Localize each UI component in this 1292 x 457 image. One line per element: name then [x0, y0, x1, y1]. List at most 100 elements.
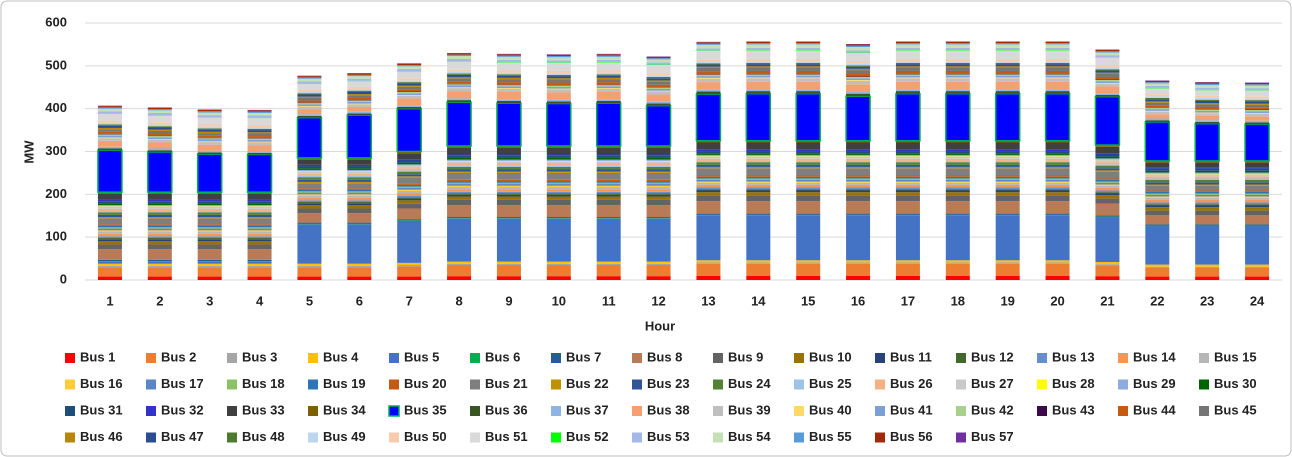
legend-swatch	[65, 353, 75, 363]
bar-segment	[846, 63, 871, 66]
bar-segment	[1195, 170, 1220, 173]
bar-segment	[746, 178, 771, 180]
bar-segment	[447, 53, 472, 55]
bar-segment	[147, 276, 172, 280]
bar-segment	[1195, 215, 1220, 225]
bar-segment	[197, 239, 222, 242]
bar-segment	[397, 85, 422, 87]
bar-segment	[846, 76, 871, 79]
bar-segment	[447, 154, 472, 156]
bar-segment	[746, 263, 771, 276]
bar-segment	[297, 205, 322, 209]
bar-segment	[347, 91, 372, 95]
bar-segment	[646, 199, 671, 206]
bar-segment	[1195, 120, 1220, 122]
bar-segment	[1095, 67, 1120, 70]
legend-swatch	[146, 379, 156, 390]
bar-segment	[297, 104, 322, 107]
bar-segment	[1045, 43, 1070, 45]
legend-swatch	[1118, 406, 1128, 416]
bar-segment	[347, 189, 372, 192]
bar-segment	[696, 43, 721, 45]
bar-segment	[546, 189, 571, 192]
bar-segment	[297, 213, 322, 223]
bar-segment	[1145, 94, 1170, 97]
bar-segment	[297, 115, 322, 118]
bar-segment	[197, 241, 222, 245]
bar-segment	[197, 131, 222, 134]
bar-segment	[496, 189, 521, 192]
bar-segment	[646, 90, 671, 92]
bar-segment	[147, 148, 172, 151]
bar-segment	[1245, 96, 1270, 99]
bar-segment	[297, 197, 322, 201]
bar-segment	[1245, 112, 1270, 114]
bar-segment	[97, 244, 122, 250]
bar-segment	[247, 139, 272, 142]
x-tick-label: 6	[356, 293, 363, 308]
bar-segment	[546, 88, 571, 90]
bar-segment	[995, 140, 1020, 143]
legend-label: Bus 32	[161, 402, 204, 417]
bar-segment	[596, 99, 621, 101]
bar-segment	[895, 168, 920, 176]
bar-segment	[496, 265, 521, 277]
bar-segment	[546, 217, 571, 219]
bar-segment	[895, 176, 920, 179]
bar-segment	[596, 91, 621, 100]
bar-segment	[1245, 196, 1270, 198]
bar-segment	[446, 101, 472, 147]
bar-segment	[496, 85, 521, 87]
bar-segment	[746, 192, 771, 196]
bar-segment	[1245, 178, 1270, 180]
bar-segment	[1095, 83, 1120, 87]
bar-segment	[197, 144, 222, 151]
bar-segment	[895, 175, 920, 177]
bar-segment	[646, 191, 671, 194]
bar-segment	[696, 182, 721, 185]
legend-label: Bus 39	[728, 402, 771, 417]
bar-segment	[646, 73, 671, 76]
bar-segment	[596, 86, 621, 89]
bar-segment	[846, 80, 871, 85]
bar-segment	[846, 162, 871, 165]
bar-segment	[796, 184, 821, 188]
bar-segment	[995, 50, 1020, 59]
bar-segment	[746, 166, 771, 169]
bar-segment	[846, 175, 871, 177]
bar-segment	[1045, 61, 1070, 63]
bar-segment	[1045, 162, 1070, 165]
legend-label: Bus 3	[242, 349, 277, 364]
bar-segment	[1095, 164, 1120, 166]
legend-swatch	[1037, 353, 1047, 363]
bar-segment	[746, 158, 771, 161]
bar-segment	[147, 133, 172, 136]
bar-segment	[297, 78, 322, 82]
bar-segment	[945, 179, 970, 182]
bar-segment	[796, 151, 821, 154]
bar-segment	[796, 74, 821, 76]
bar-segment	[1095, 182, 1120, 185]
bar-segment	[197, 225, 222, 228]
bar-segment	[97, 214, 122, 218]
bar-segment	[147, 225, 172, 228]
bar-segment	[297, 77, 322, 79]
bar-segment	[1245, 172, 1270, 174]
bar-segment	[546, 196, 571, 200]
bar-segment	[297, 265, 322, 268]
bar-segment	[696, 192, 721, 196]
bar-segment	[397, 78, 422, 81]
bar-segment	[197, 212, 222, 215]
bar-segment	[796, 78, 821, 82]
bar-segment	[197, 205, 222, 207]
bar-segment	[1095, 146, 1120, 154]
bar-segment	[397, 190, 422, 194]
bar-segment	[546, 159, 571, 161]
bar-segment	[746, 213, 771, 215]
bar-segment	[546, 172, 571, 180]
legend-label: Bus 22	[566, 376, 609, 391]
bar-segment	[796, 58, 821, 62]
bar-segment	[247, 236, 272, 239]
bar-segment	[696, 42, 721, 44]
legend-label: Bus 45	[1214, 402, 1257, 417]
